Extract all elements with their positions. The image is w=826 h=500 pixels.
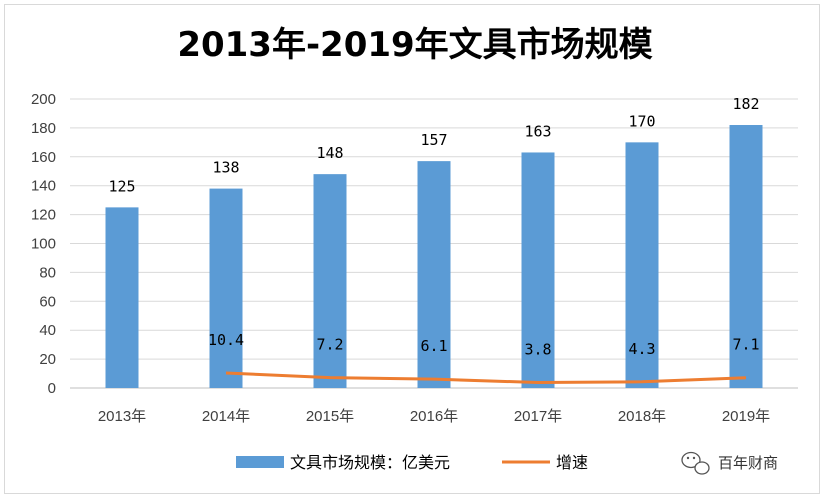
bar xyxy=(417,161,451,388)
x-tick-label: 2014年 xyxy=(202,408,250,425)
line-value-label: 6.1 xyxy=(420,337,447,355)
bar-value-label: 157 xyxy=(420,131,447,149)
bar xyxy=(313,174,347,388)
watermark-text: 百年财商 xyxy=(718,454,778,472)
x-tick-label: 2017年 xyxy=(514,408,562,425)
x-tick-label: 2015年 xyxy=(306,408,354,425)
x-axis-ticks: 2013年 2014年 2015年 2016年 2017年 2018年 2019年 xyxy=(98,408,770,425)
line-value-label: 7.1 xyxy=(732,336,759,354)
chart-frame xyxy=(4,4,820,494)
x-tick-label: 2013年 xyxy=(98,408,146,425)
y-tick-label: 60 xyxy=(39,293,56,310)
bar xyxy=(209,188,243,388)
y-tick-label: 20 xyxy=(39,351,56,368)
y-tick-label: 40 xyxy=(39,322,56,339)
line-value-label: 3.8 xyxy=(524,341,551,359)
y-tick-label: 120 xyxy=(31,207,56,224)
x-tick-label: 2016年 xyxy=(410,408,458,425)
legend-bar-label: 文具市场规模：亿美元 xyxy=(290,453,450,472)
line-value-label: 7.2 xyxy=(316,336,343,354)
y-tick-label: 160 xyxy=(31,149,56,166)
bar-value-label: 170 xyxy=(628,112,655,130)
legend: 文具市场规模：亿美元 增速 xyxy=(236,453,588,472)
y-axis-ticks: 0 20 40 60 80 100 120 140 160 180 200 xyxy=(31,91,56,397)
watermark: 百年财商 xyxy=(681,451,778,475)
line-value-label: 10.4 xyxy=(208,331,244,349)
gridlines xyxy=(70,98,798,389)
bar-value-label: 148 xyxy=(316,144,343,162)
bar-value-label: 163 xyxy=(524,122,551,140)
y-tick-label: 140 xyxy=(31,178,56,195)
line-series: 10.4 7.2 6.1 3.8 4.3 7.1 xyxy=(208,331,760,385)
x-tick-label: 2018年 xyxy=(618,408,666,425)
x-tick-label: 2019年 xyxy=(722,408,770,425)
bar-series: 125 138 148 157 163 170 182 xyxy=(105,95,763,388)
line-value-label: 4.3 xyxy=(628,340,655,358)
bar-value-label: 125 xyxy=(108,177,135,195)
bar xyxy=(521,152,555,388)
bar xyxy=(729,125,763,388)
y-tick-label: 100 xyxy=(31,236,56,253)
chart-title: 2013年-2019年文具市场规模 xyxy=(177,25,652,65)
growth-line xyxy=(225,371,747,385)
bar-value-label: 138 xyxy=(212,159,239,177)
wechat-icon xyxy=(681,451,710,475)
bar xyxy=(105,207,139,388)
y-tick-label: 0 xyxy=(48,380,56,397)
legend-bar-swatch xyxy=(236,456,284,468)
bar xyxy=(625,142,659,388)
legend-line-label: 增速 xyxy=(556,453,588,472)
bar-value-label: 182 xyxy=(732,95,759,113)
y-tick-label: 180 xyxy=(31,120,56,137)
y-tick-label: 200 xyxy=(31,91,56,108)
y-tick-label: 80 xyxy=(39,264,56,281)
